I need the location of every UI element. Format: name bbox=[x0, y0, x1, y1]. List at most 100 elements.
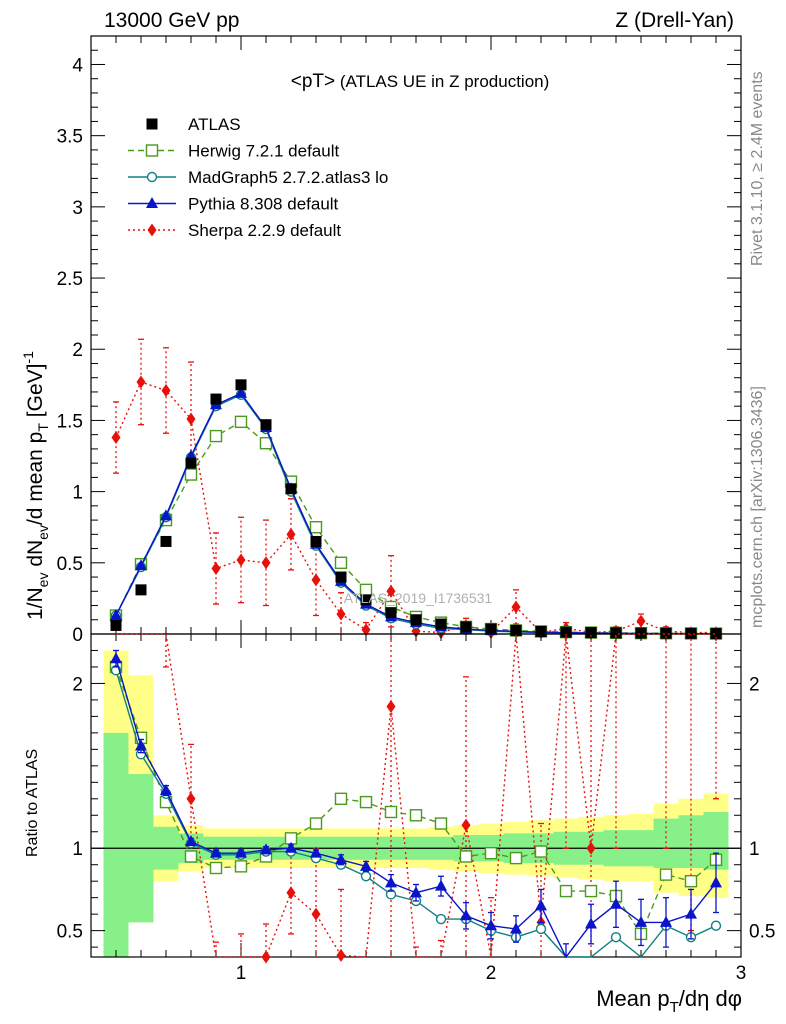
data-point bbox=[185, 835, 197, 847]
data-point bbox=[236, 553, 246, 567]
data-point bbox=[235, 846, 247, 858]
data-point bbox=[184, 850, 198, 863]
data-point bbox=[710, 920, 722, 931]
data-point bbox=[285, 841, 297, 853]
data-point bbox=[186, 792, 196, 806]
data-point bbox=[610, 627, 622, 639]
data-point bbox=[160, 784, 172, 796]
data-point bbox=[434, 817, 448, 830]
y-tick-label: 3 bbox=[72, 198, 83, 219]
data-point bbox=[334, 556, 348, 570]
main-title-main: <pT> bbox=[291, 71, 335, 92]
y-tick-label: 0.5 bbox=[57, 554, 83, 575]
data-point bbox=[660, 915, 672, 927]
legend-item: Sherpa 2.2.9 default bbox=[128, 221, 341, 240]
data-point bbox=[535, 923, 547, 935]
ratio-panel: 1 2 30.5 0.51 12 2 Ratio to ATLAS Mean pT/dη … bbox=[24, 633, 775, 1016]
data-point bbox=[110, 652, 122, 664]
data-point bbox=[110, 608, 122, 620]
data-point bbox=[135, 584, 147, 596]
data-point bbox=[234, 415, 248, 429]
data-point bbox=[186, 412, 196, 426]
data-point bbox=[335, 853, 347, 865]
data-point bbox=[435, 913, 447, 925]
data-point bbox=[535, 899, 547, 911]
data-point bbox=[685, 907, 697, 919]
main-title-sub: (ATLAS UE in Z production) bbox=[335, 72, 549, 91]
data-point bbox=[635, 627, 647, 639]
data-point bbox=[210, 846, 222, 858]
data-point bbox=[336, 948, 346, 962]
data-point bbox=[459, 850, 473, 863]
ratio-band-green bbox=[103, 732, 129, 957]
data-point bbox=[360, 594, 372, 606]
main-y-axis-label: 1/Nev dNev/d mean pT [GeV]-1 bbox=[20, 351, 51, 620]
data-point bbox=[135, 559, 147, 571]
legend-marker bbox=[146, 118, 158, 130]
legend-label: Sherpa 2.2.9 default bbox=[188, 221, 341, 240]
legend-item: Herwig 7.2.1 default bbox=[128, 142, 339, 161]
legend-label: Herwig 7.2.1 default bbox=[188, 142, 339, 161]
legend-item: MadGraph5 2.7.2.atlas3 lo bbox=[128, 168, 388, 187]
series-line bbox=[115, 658, 717, 959]
x-tick-label: 3 bbox=[736, 963, 747, 984]
data-point bbox=[235, 386, 247, 398]
data-point bbox=[710, 876, 722, 888]
legend-label: ATLAS bbox=[188, 115, 241, 134]
data-point bbox=[560, 626, 572, 638]
data-point bbox=[185, 457, 197, 469]
data-point bbox=[234, 860, 248, 873]
data-point bbox=[684, 874, 698, 888]
data-point bbox=[484, 846, 498, 860]
data-point bbox=[610, 932, 622, 943]
legend-marker bbox=[147, 223, 157, 237]
ratio-bands bbox=[103, 650, 729, 957]
data-point bbox=[659, 868, 673, 881]
legend: ATLAS Herwig 7.2.1 default MadGraph5 2.7.2… bbox=[128, 115, 388, 240]
data-point bbox=[384, 805, 398, 819]
data-point bbox=[511, 600, 521, 614]
data-point bbox=[184, 468, 198, 481]
data-point bbox=[534, 845, 548, 858]
series-line bbox=[116, 633, 716, 958]
data-point bbox=[635, 915, 647, 927]
ratio-y-tick-label: 1 bbox=[72, 839, 83, 860]
y-tick-label: 3.5 bbox=[57, 127, 83, 148]
y-tick-label: 1.5 bbox=[57, 411, 83, 432]
data-point bbox=[585, 917, 597, 929]
data-point bbox=[334, 792, 348, 805]
ratio-y-tick-label-right: 0.5 bbox=[749, 922, 775, 943]
y-tick-label: 2 bbox=[72, 340, 83, 361]
data-point bbox=[385, 607, 397, 619]
data-point bbox=[261, 950, 271, 964]
mcplots-label: mcplots.cern.ch [arXiv:1306.3436] bbox=[749, 386, 766, 628]
rivet-label: Rivet 3.1.10, ≥ 2.4M events bbox=[749, 71, 766, 266]
data-point bbox=[161, 384, 171, 398]
x-tick-label: 1 bbox=[236, 963, 247, 984]
data-point bbox=[211, 562, 221, 576]
ratio-y-tick-label: 2 bbox=[72, 674, 83, 695]
data-point bbox=[311, 573, 321, 587]
data-point bbox=[509, 851, 523, 865]
data-point bbox=[485, 919, 497, 931]
data-point bbox=[260, 843, 272, 855]
data-point bbox=[110, 619, 122, 631]
data-point bbox=[209, 429, 223, 443]
y-tick-label: 4 bbox=[72, 55, 83, 76]
ratio-frame bbox=[90, 633, 742, 958]
legend-marker bbox=[145, 144, 159, 157]
ratio-band-green bbox=[653, 818, 679, 869]
ratio-y-tick-label-right: 1 bbox=[749, 839, 760, 860]
data-point bbox=[336, 607, 346, 621]
data-point bbox=[360, 871, 372, 882]
data-point bbox=[585, 627, 597, 639]
data-point bbox=[286, 527, 296, 541]
ratio-series-layer bbox=[109, 633, 723, 964]
data-point bbox=[409, 809, 423, 822]
ratio-y-tick-label: 0.5 bbox=[57, 922, 83, 943]
data-point bbox=[135, 739, 147, 751]
legend-marker bbox=[146, 197, 158, 208]
data-point bbox=[235, 379, 247, 391]
data-point bbox=[136, 375, 146, 389]
